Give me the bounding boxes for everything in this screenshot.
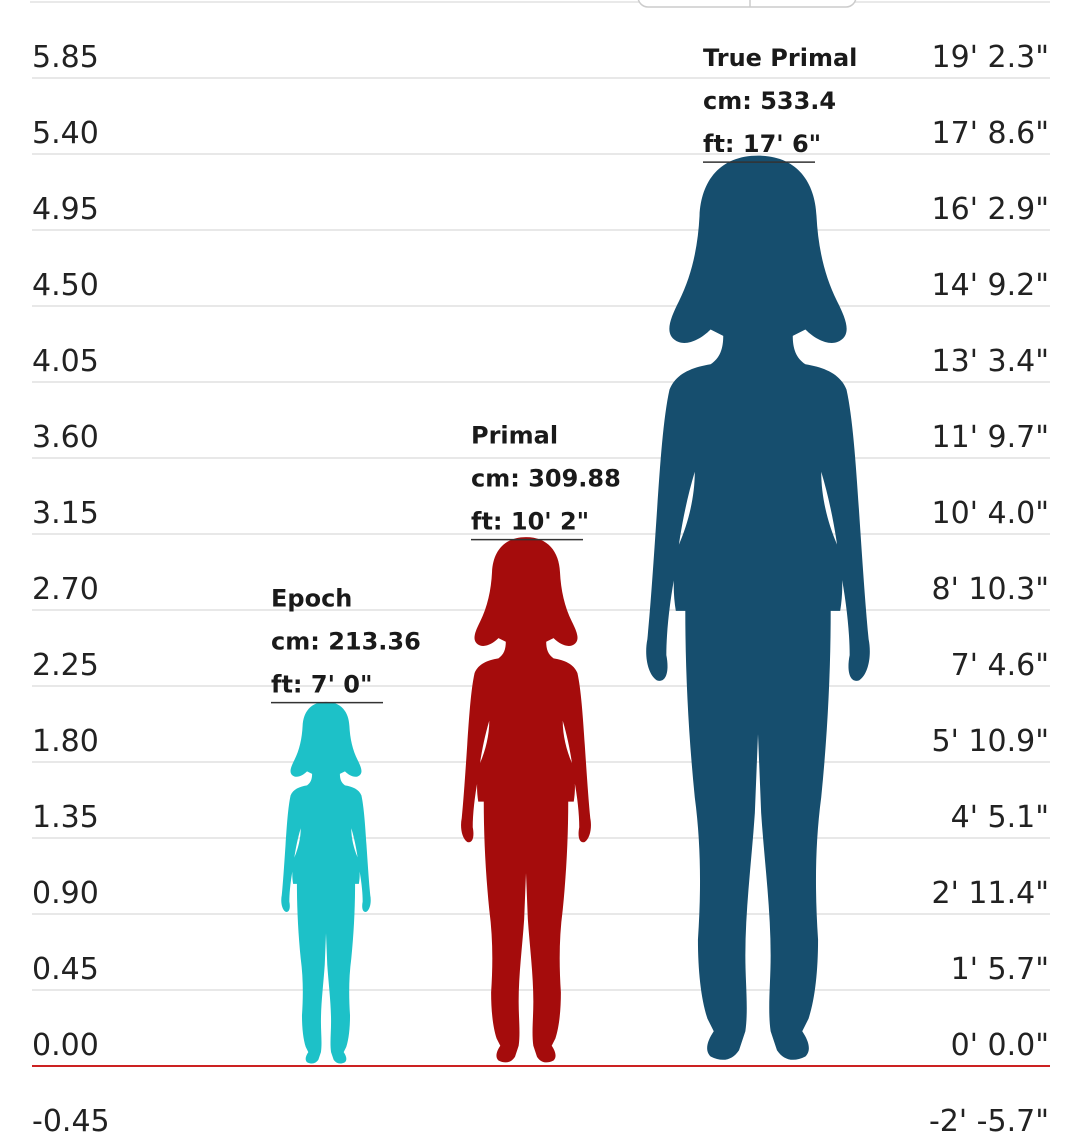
left-tick-label: 3.15 (32, 496, 99, 531)
right-tick-label: 4' 5.1" (951, 800, 1049, 835)
right-tick-label: 2' 11.4" (932, 876, 1049, 911)
left-tick-label: 2.25 (32, 648, 99, 683)
left-tick-label: 4.05 (32, 344, 99, 379)
left-tick-label: 1.35 (32, 800, 99, 835)
figure-name-label: True Primal (703, 44, 857, 72)
right-tick-label: 19' 2.3" (932, 40, 1049, 75)
left-tick-label: 2.70 (32, 572, 99, 607)
top-control-edge (637, 0, 857, 8)
right-tick-label: 5' 10.9" (932, 724, 1049, 759)
right-tick-label: 13' 3.4" (932, 344, 1049, 379)
figure-cm-label: cm: 309.88 (471, 465, 621, 493)
right-tick-label: -2' -5.7" (929, 1104, 1049, 1137)
figure-cm-label: cm: 213.36 (271, 628, 421, 656)
left-tick-label: 0.90 (32, 876, 99, 911)
left-tick-label: 5.85 (32, 40, 99, 75)
right-tick-label: 10' 4.0" (932, 496, 1049, 531)
right-tick-label: 8' 10.3" (932, 572, 1049, 607)
right-tick-label: 16' 2.9" (932, 192, 1049, 227)
figure-ft-label: ft: 17' 6" (703, 130, 821, 158)
figure-ft-label: ft: 10' 2" (471, 508, 589, 536)
right-tick-label: 1' 5.7" (951, 952, 1049, 987)
left-tick-label: 1.80 (32, 724, 99, 759)
figure-cm-label: cm: 533.4 (703, 87, 836, 115)
left-tick-label: 0.00 (32, 1028, 99, 1063)
right-tick-label: 0' 0.0" (951, 1028, 1049, 1063)
right-tick-label: 14' 9.2" (932, 268, 1049, 303)
right-tick-label: 11' 9.7" (932, 420, 1049, 455)
right-tick-label: 17' 8.6" (932, 116, 1049, 151)
right-tick-label: 7' 4.6" (951, 648, 1049, 683)
left-tick-label: 5.40 (32, 116, 99, 151)
left-tick-label: 3.60 (32, 420, 99, 455)
left-tick-label: 4.50 (32, 268, 99, 303)
axis-ticks: 5.85 19' 2.3" 5.40 17' 8.6" 4.95 16' 2.9" 4.50… (32, 40, 1049, 1137)
figure-name-label: Primal (471, 422, 558, 450)
left-tick-label: 0.45 (32, 952, 99, 987)
left-tick-label: -0.45 (32, 1104, 110, 1137)
figure-name-label: Epoch (271, 585, 352, 613)
figure-ft-label: ft: 7' 0" (271, 671, 372, 699)
left-tick-label: 4.95 (32, 192, 99, 227)
figure-labels: Epoch cm: 213.36 ft: 7' 0" Primal cm: 309.88… (271, 44, 857, 704)
